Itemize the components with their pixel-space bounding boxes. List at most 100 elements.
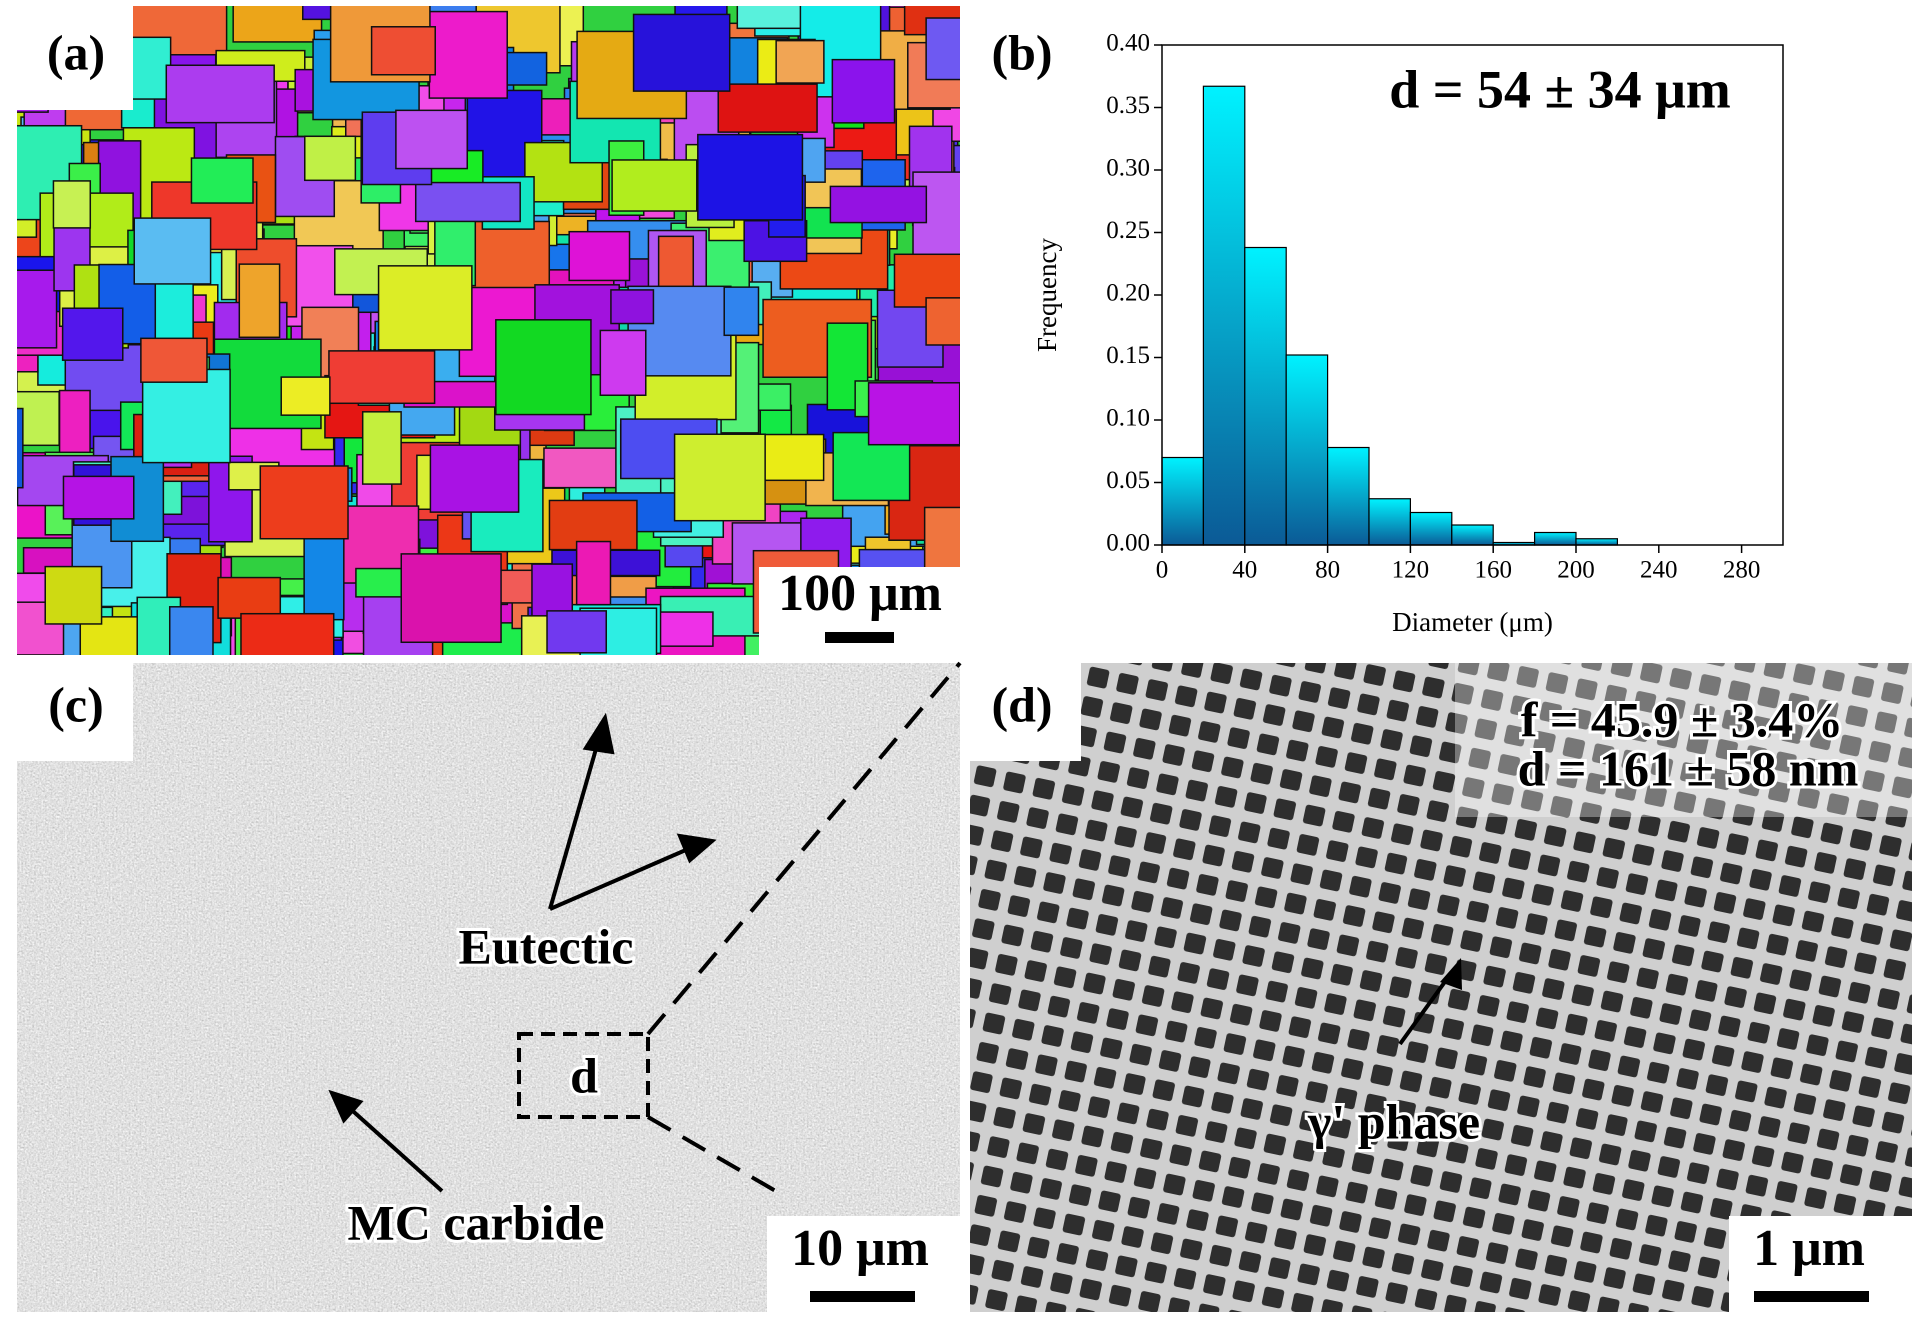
bar [1409,511,1453,546]
bar [1533,531,1577,546]
scale-bar [810,1291,915,1302]
bar [1202,85,1246,546]
x-tick-label: 80 [1315,557,1340,584]
y-tick-label: 0.40 [1106,30,1150,57]
panel-label: (a) [47,24,105,80]
bar [1161,456,1205,546]
grain [61,307,124,361]
label-box [17,6,133,110]
grain [377,265,473,351]
dashed-line [646,661,962,1036]
y-tick-label: 0.00 [1106,530,1150,557]
annotation: d = 161 ± 58 nm [1518,740,1859,796]
arrow-head [1440,958,1462,990]
y-tick-label: 0.15 [1106,342,1150,369]
panel-label: (d) [991,676,1052,732]
scale-bar [1754,1291,1869,1302]
grain [414,181,521,223]
grain [775,39,825,84]
arrow-head [328,1089,364,1124]
grain [632,13,731,92]
grain [829,185,928,224]
y-axis-label: Frequency [1032,238,1062,352]
grain [62,475,135,520]
grain [17,390,60,447]
grain [361,411,402,485]
annotation: MC carbide [348,1194,605,1250]
annotation: f = 45.9 ± 3.4% [1521,691,1844,747]
grain [568,230,631,282]
x-tick-label: 160 [1474,557,1512,584]
x-tick-label: 40 [1232,557,1257,584]
grain [673,433,766,522]
bar [1451,524,1494,546]
arrow [1398,970,1454,1046]
grain [395,109,468,170]
bar [1575,538,1619,546]
y-tick-label: 0.35 [1106,92,1150,119]
annotation: Eutectic [459,918,634,974]
grain [141,368,231,464]
y-tick-label: 0.05 [1106,467,1150,494]
scale-bar [825,632,894,643]
grain [165,64,275,124]
grain [428,10,508,99]
inset-box [1455,663,1912,817]
histogram: 0 40 80 120 160 200 240 280 0.00 0.05 0.10 0.15 0.20… [1032,30,1784,637]
grain [575,540,612,606]
annotation: d [570,1047,598,1103]
x-tick-label: 0 [1156,557,1169,584]
grain [240,612,335,655]
bar [1326,446,1370,546]
y-tick-label: 0.10 [1106,405,1150,432]
annotation: d = 54 ± 34 μm [1389,59,1731,119]
grain [133,217,212,285]
grain-map [17,6,960,655]
grain [52,180,92,229]
y-tick-label: 0.25 [1106,217,1150,244]
arrows [328,661,962,1199]
grain [925,17,960,81]
grain [717,83,818,133]
sem-image [17,663,960,1312]
x-tick-label: 280 [1723,557,1761,584]
grain [17,407,24,489]
grain [429,444,520,513]
x-tick-label: 120 [1392,557,1430,584]
arrow [549,844,696,911]
grain [140,337,208,383]
scale-text: 10 μm [791,1220,929,1277]
dashed-box [517,1032,650,1119]
grain [697,133,804,221]
grain [546,610,607,654]
grain [217,576,282,619]
grain [867,382,960,446]
grain [599,329,647,397]
grain [370,26,436,76]
arrow [548,734,602,910]
grain [238,263,281,339]
label-box [17,663,133,761]
grain [280,376,331,416]
annotation: γ' phase [1307,1093,1480,1149]
grain [168,606,214,655]
grain [610,289,655,325]
panel-label: (b) [991,24,1052,80]
arrow-head [676,833,717,864]
dashed-line [646,1115,788,1199]
label-box [970,663,1081,761]
x-tick-label: 200 [1557,557,1595,584]
grain [304,135,357,182]
grain [723,286,760,337]
grain [190,157,254,204]
grain [611,159,698,212]
y-tick-label: 0.20 [1106,280,1150,307]
grain [925,297,960,346]
grain [831,58,896,124]
y-tick-label: 0.30 [1106,155,1150,182]
grain [44,565,103,625]
scale-text: 100 μm [778,565,942,622]
bar [1368,498,1412,546]
grain [17,269,58,349]
